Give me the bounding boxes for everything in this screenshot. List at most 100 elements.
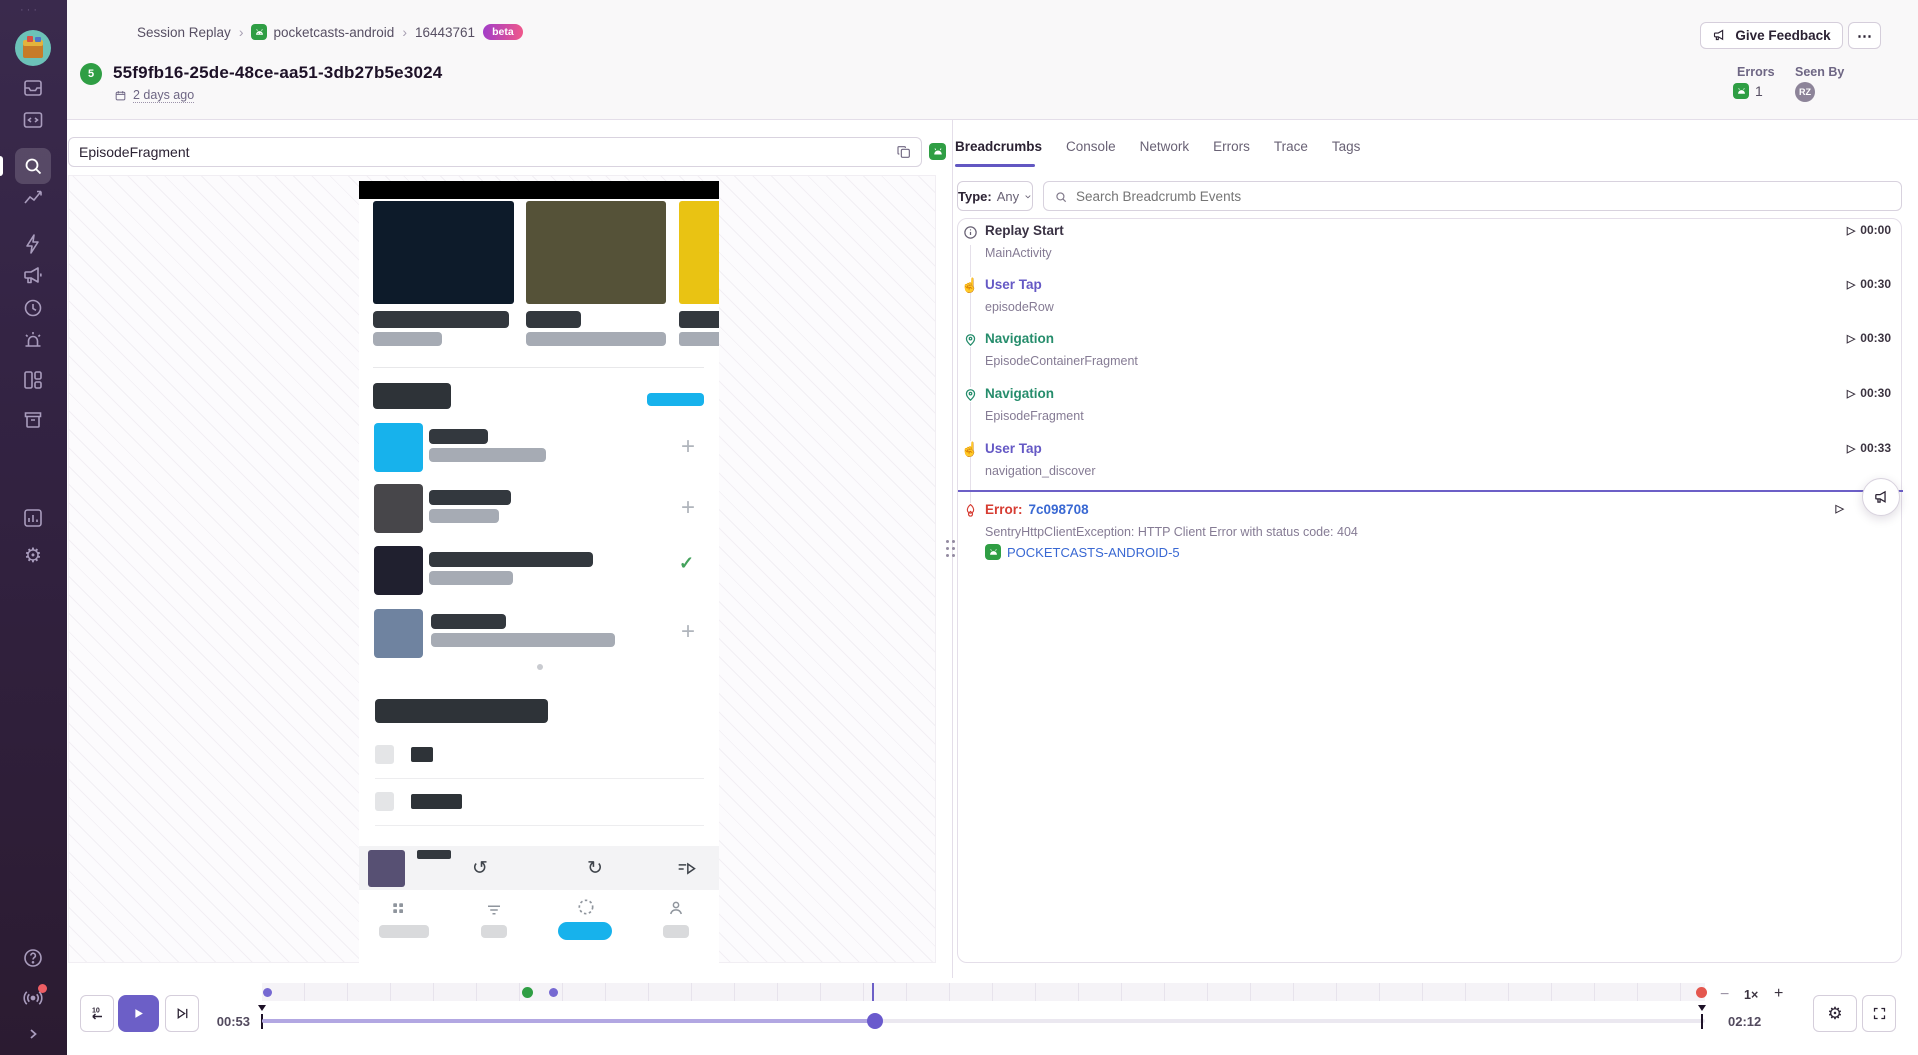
issues-icon[interactable] — [21, 76, 45, 100]
breadcrumb-search-box[interactable] — [1043, 181, 1902, 211]
type-filter-dropdown[interactable]: Type: Any — [957, 181, 1033, 211]
avatar-art-3 — [27, 36, 33, 42]
event-subtitle: EpisodeFragment — [985, 409, 1084, 423]
rewind-10-button[interactable]: 10 — [80, 995, 114, 1032]
nav-profile-icon[interactable] — [667, 899, 685, 917]
undo-icon[interactable]: ↺ — [472, 858, 488, 879]
play-icon — [135, 1009, 143, 1018]
breadcrumb-search-input[interactable] — [1074, 183, 1884, 209]
breadcrumb-project[interactable]: pocketcasts-android — [273, 24, 395, 40]
event-title[interactable]: Navigation — [985, 331, 1055, 346]
archive-icon[interactable] — [21, 408, 45, 432]
tab-errors[interactable]: Errors — [1213, 138, 1250, 154]
fullscreen-button[interactable] — [1862, 995, 1896, 1032]
player-settings-button[interactable]: ⚙ — [1813, 995, 1857, 1032]
duration-label: 02:12 — [1728, 1014, 1762, 1029]
replay-date: 2 days ago — [114, 88, 195, 103]
performance-lightning-icon[interactable] — [21, 232, 45, 256]
timeline-current-position-line — [872, 983, 874, 1001]
skip-to-end-button[interactable] — [165, 995, 199, 1032]
chevron-right-icon: › — [238, 24, 244, 40]
breadcrumb-session-replay[interactable]: Session Replay — [137, 24, 231, 40]
playlist-play-icon[interactable] — [677, 861, 697, 877]
insights-chart-icon[interactable] — [21, 506, 45, 530]
explore-search-active-bg[interactable] — [15, 148, 51, 184]
error-id-link[interactable]: 7c098708 — [1028, 502, 1089, 517]
error-project-line[interactable]: POCKETCASTS-ANDROID-5 — [985, 544, 1180, 560]
nav-label-skeleton — [379, 925, 429, 938]
event-timestamp[interactable]: ▷ 00:30 — [1846, 331, 1891, 345]
projects-icon[interactable] — [21, 108, 45, 132]
nav-discover-icon[interactable] — [576, 897, 596, 917]
tap-icon: ☝ — [961, 441, 979, 457]
time-ago[interactable]: 2 days ago — [133, 88, 195, 103]
timeline-events-lane[interactable] — [262, 983, 1707, 1001]
whats-new-icon[interactable] — [21, 986, 45, 1010]
playback-speed[interactable]: 1× — [1744, 988, 1759, 1002]
replay-score-badge: 5 — [80, 63, 102, 85]
traces-chart-icon[interactable] — [21, 186, 45, 210]
floating-feedback-button[interactable] — [1862, 478, 1900, 516]
give-feedback-button[interactable]: Give Feedback — [1700, 22, 1843, 49]
skeleton-bar — [417, 850, 451, 859]
copy-icon[interactable] — [896, 144, 912, 160]
error-project-link[interactable]: POCKETCASTS-ANDROID-5 — [1007, 544, 1180, 560]
releases-clock-icon[interactable] — [21, 296, 45, 320]
user-feedback-icon[interactable] — [21, 264, 45, 288]
event-title[interactable]: Replay Start — [985, 223, 1064, 238]
dashboards-icon[interactable] — [21, 368, 45, 392]
megaphone-icon — [1714, 29, 1724, 41]
tap-icon: ☝ — [961, 277, 979, 293]
help-icon[interactable] — [21, 946, 45, 970]
tab-trace[interactable]: Trace — [1273, 138, 1308, 154]
breadcrumb-replay-id[interactable]: 16443761 — [414, 24, 476, 40]
timeline-marker-green — [522, 986, 533, 998]
tab-tags[interactable]: Tags — [1331, 138, 1361, 154]
timeline-zoom-out[interactable]: − — [1720, 986, 1730, 1003]
nav-podcasts-icon[interactable] — [391, 901, 409, 919]
avatar-art-2 — [23, 40, 43, 46]
mini-player-art — [368, 850, 405, 887]
skeleton-bar — [429, 552, 593, 567]
play-button[interactable] — [118, 995, 159, 1032]
detail-tabs: Breadcrumbs Console Network Errors Trace… — [955, 132, 1360, 160]
event-timestamp[interactable]: ▷ 00:33 — [1846, 441, 1891, 455]
chevron-down-icon — [1025, 194, 1031, 198]
event-timestamp[interactable]: ▷ 00:30 — [1846, 386, 1891, 400]
event-timestamp[interactable]: ▷ 00:00 — [1846, 223, 1891, 237]
episode-thumb-cyan — [374, 423, 423, 472]
timeline-start-marker[interactable] — [258, 1005, 266, 1011]
event-title[interactable]: Navigation — [985, 386, 1055, 401]
nav-filter-icon[interactable] — [485, 901, 503, 919]
tab-console[interactable]: Console — [1066, 138, 1116, 154]
error-title-line[interactable]: Error: 7c098708 — [985, 502, 1089, 517]
avatar-art-4 — [35, 37, 41, 42]
android-project-icon — [985, 544, 1001, 560]
event-timestamp[interactable]: ▷ 00:30 — [1846, 277, 1891, 291]
plus-icon: + — [681, 494, 696, 521]
tab-breadcrumbs[interactable]: Breadcrumbs — [955, 138, 1043, 154]
alerts-siren-icon[interactable] — [21, 328, 45, 352]
scrubber-track[interactable] — [262, 1019, 1705, 1023]
more-options-button[interactable]: ⋯ — [1848, 22, 1881, 49]
timeline-end-marker[interactable] — [1698, 1005, 1706, 1011]
tab-network[interactable]: Network — [1139, 138, 1190, 154]
scrubber-handle[interactable] — [867, 1013, 883, 1029]
event-timestamp[interactable]: ▷ — [1836, 502, 1849, 515]
panel-divider[interactable] — [952, 120, 953, 978]
timeline-zoom-in[interactable]: + — [1774, 985, 1784, 1002]
phone-album-tile-2 — [526, 201, 666, 304]
event-title[interactable]: User Tap — [985, 441, 1042, 456]
event-title[interactable]: User Tap — [985, 277, 1042, 292]
skeleton-bar — [679, 311, 719, 328]
redo-icon[interactable]: ↻ — [587, 858, 603, 879]
checkbox-skeleton — [375, 792, 394, 811]
settings-gear-icon[interactable]: ⚙ — [24, 545, 42, 567]
replay-search-input[interactable] — [68, 137, 922, 167]
org-avatar[interactable] — [15, 30, 51, 66]
active-nav-indicator — [0, 156, 3, 176]
collapse-chevron-icon[interactable] — [21, 1022, 45, 1046]
panel-drag-handle[interactable] — [946, 540, 957, 560]
event-subtitle: MainActivity — [985, 246, 1052, 260]
